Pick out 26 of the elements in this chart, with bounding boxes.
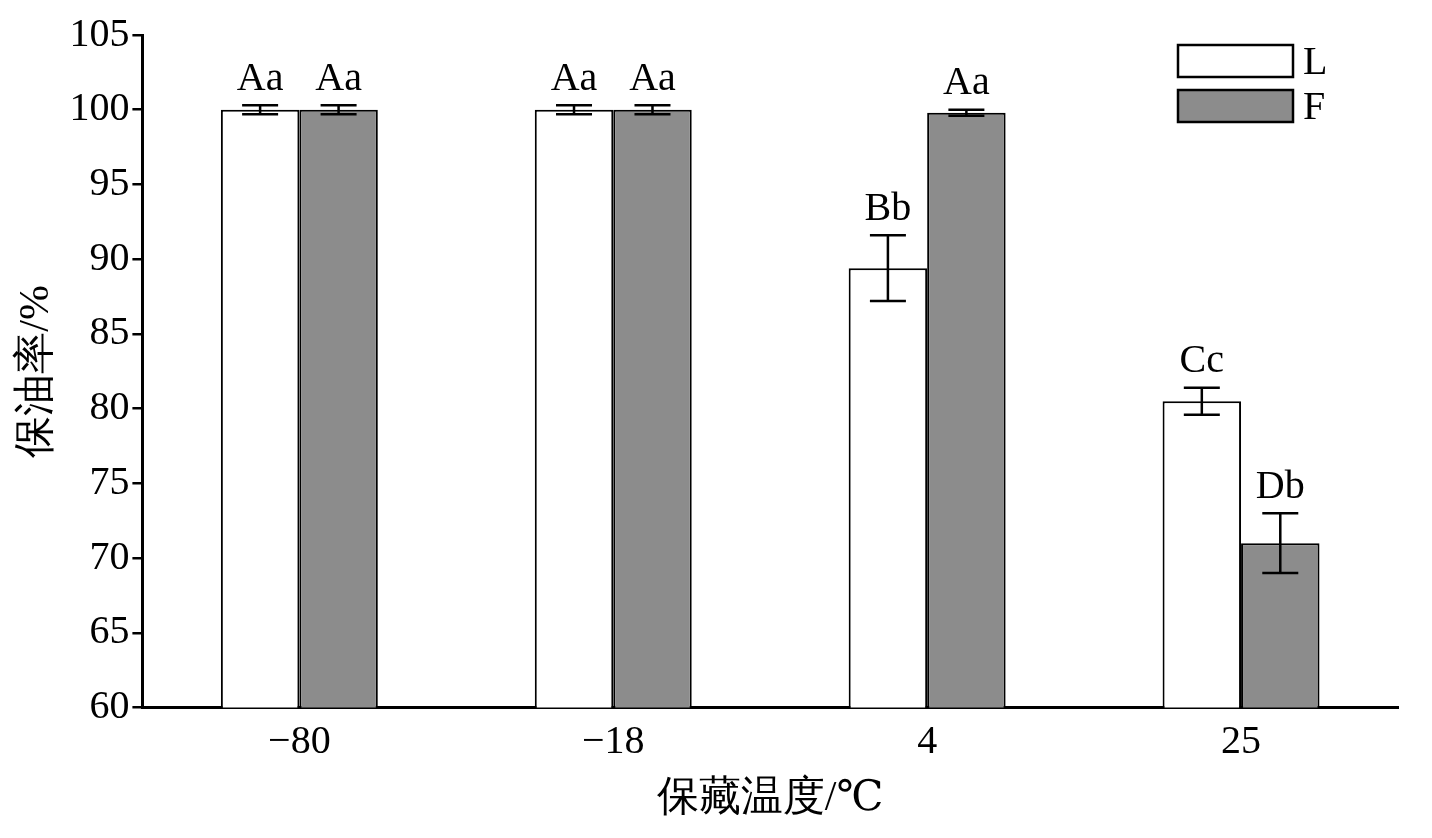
y-tick-label: 85: [89, 308, 130, 354]
data-label: Bb: [864, 183, 912, 229]
y-tick-label: 75: [89, 457, 130, 503]
x-axis-title: 保藏温度/℃: [656, 772, 884, 819]
y-axis-title: 保油率/%: [11, 284, 58, 458]
y-tick-label: 105: [69, 9, 130, 55]
legend-label: F: [1303, 82, 1326, 128]
x-tick-label: 4: [917, 717, 938, 763]
data-label: Aa: [943, 58, 990, 104]
y-tick-label: 90: [89, 233, 130, 279]
data-label: Aa: [629, 53, 677, 99]
data-label: Aa: [236, 53, 284, 99]
data-label: Aa: [550, 53, 598, 99]
x-tick-label: −80: [268, 717, 331, 763]
text: L: [1303, 37, 1328, 83]
data-label: Cc: [1179, 336, 1225, 382]
x-tick-label: 25: [1221, 717, 1262, 763]
y-tick-label: 70: [89, 532, 130, 578]
data-label: Aa: [315, 53, 363, 99]
y-tick-label: 100: [69, 84, 130, 130]
y-tick-label: 65: [89, 607, 130, 653]
y-tick-label: 80: [89, 383, 130, 429]
x-tick-label: −18: [581, 717, 645, 763]
data-label: Db: [1255, 461, 1305, 507]
y-tick-label: 95: [89, 158, 130, 204]
y-tick-label: 60: [89, 682, 130, 728]
